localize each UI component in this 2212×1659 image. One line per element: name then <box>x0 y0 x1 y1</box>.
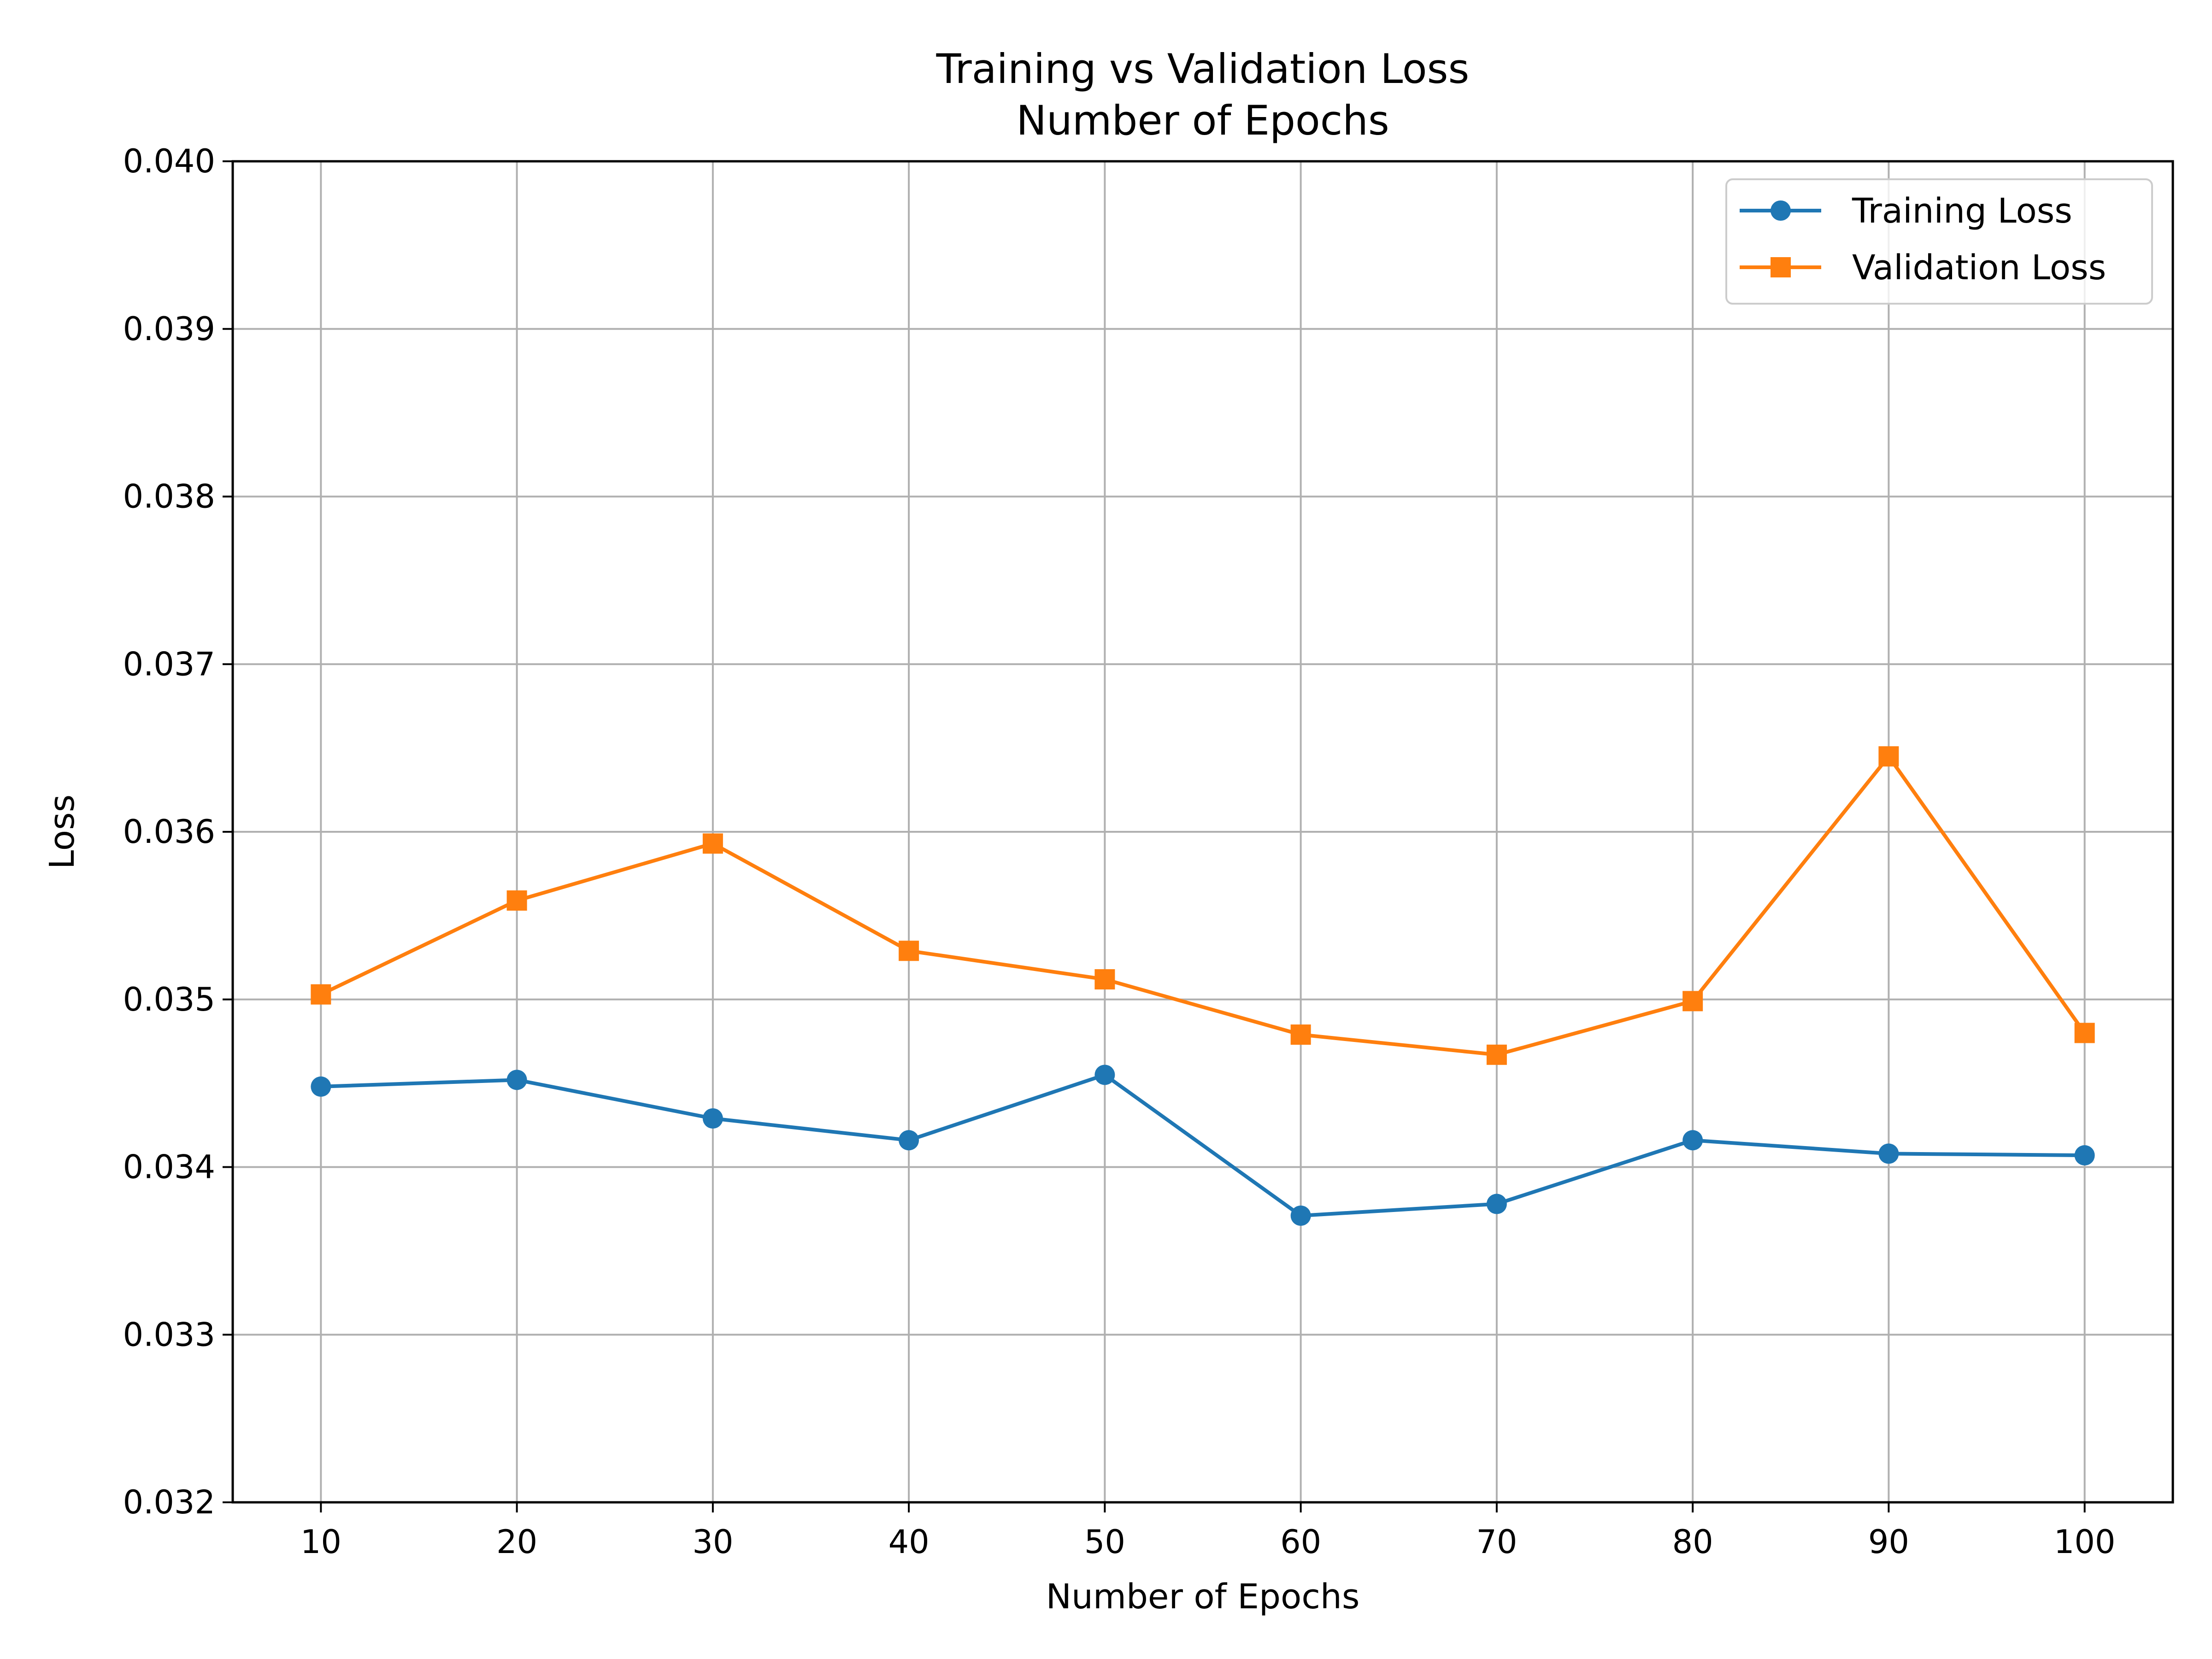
x-axis-label: Number of Epochs <box>1046 1577 1360 1617</box>
x-tick-label: 20 <box>496 1523 537 1561</box>
data-point <box>2074 1145 2095 1166</box>
x-tick-label: 70 <box>1476 1523 1517 1561</box>
data-point <box>1094 1065 1115 1085</box>
y-tick-label: 0.033 <box>123 1316 215 1353</box>
series-training-loss <box>311 1065 2095 1226</box>
series-line <box>319 1073 2087 1218</box>
y-tick-label: 0.034 <box>123 1148 215 1186</box>
y-axis-label: Loss <box>42 794 82 869</box>
data-point <box>1486 1044 1507 1065</box>
chart-title: Training vs Validation Loss <box>936 45 1470 93</box>
x-axis: 10 20 30 40 50 60 70 80 90 100 <box>300 1502 2116 1561</box>
x-tick-label: 30 <box>692 1523 733 1561</box>
legend: Training Loss Validation Loss <box>1725 178 2153 305</box>
chart-subtitle: Number of Epochs <box>1016 97 1389 144</box>
data-point <box>506 1070 527 1090</box>
y-tick-label: 0.036 <box>123 813 215 851</box>
x-tick-label: 100 <box>2054 1523 2116 1561</box>
y-tick-label: 0.032 <box>123 1483 215 1521</box>
y-tick-label: 0.039 <box>123 310 215 348</box>
data-point <box>1290 1024 1311 1045</box>
data-point <box>1683 1130 1703 1151</box>
data-point <box>1878 1143 1899 1164</box>
x-tick-label: 40 <box>888 1523 930 1561</box>
y-tick-label: 0.037 <box>123 645 215 683</box>
data-point <box>1683 991 1703 1012</box>
data-point <box>311 984 331 1005</box>
legend-label-validation: Validation Loss <box>1852 248 2106 288</box>
y-tick-label: 0.035 <box>123 981 215 1018</box>
data-point <box>1290 1205 1311 1226</box>
data-point <box>1878 746 1899 767</box>
data-point <box>899 941 919 961</box>
x-tick-label: 80 <box>1672 1523 1713 1561</box>
data-point <box>1486 1194 1507 1214</box>
series-line <box>319 754 2087 1057</box>
x-tick-label: 10 <box>300 1523 341 1561</box>
x-tick-label: 90 <box>1868 1523 1909 1561</box>
data-point <box>899 1130 919 1151</box>
data-point <box>1094 969 1115 990</box>
x-tick-label: 50 <box>1084 1523 1125 1561</box>
legend-marker-training <box>1771 200 1791 221</box>
legend-marker-validation <box>1771 257 1791 277</box>
series-validation-loss <box>311 746 2095 1065</box>
legend-box <box>1725 178 2153 305</box>
data-point <box>311 1076 331 1097</box>
series-layer <box>311 746 2095 1226</box>
data-point <box>2074 1023 2095 1043</box>
x-tick-label: 60 <box>1280 1523 1321 1561</box>
legend-label-training: Training Loss <box>1852 191 2072 231</box>
data-point <box>702 833 723 854</box>
data-point <box>702 1108 723 1129</box>
y-tick-label: 0.038 <box>123 478 215 516</box>
y-axis: 0.032 0.033 0.034 0.035 0.036 0.037 0.038 0.039… <box>123 142 233 1521</box>
y-tick-label: 0.040 <box>123 142 215 180</box>
legend-item-training-loss: Training Loss <box>1740 191 2072 231</box>
data-point <box>506 890 527 911</box>
legend-item-validation-loss: Validation Loss <box>1740 248 2106 288</box>
